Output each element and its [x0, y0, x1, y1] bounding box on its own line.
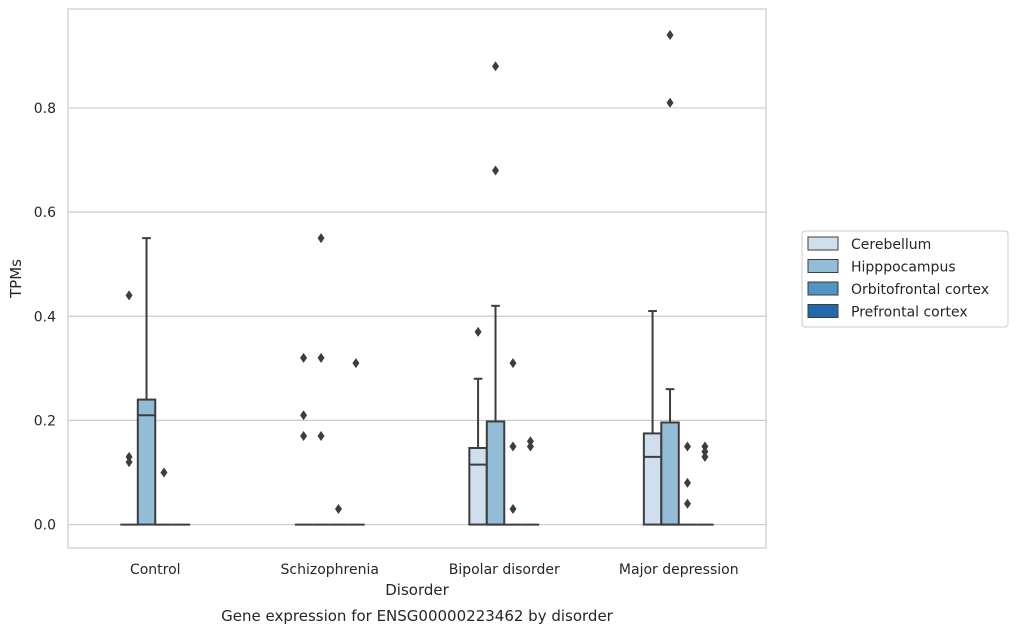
box-hipppocampus-control	[136, 237, 157, 526]
outlier-point	[125, 451, 133, 462]
y-tick-label: 0.4	[34, 309, 56, 325]
box-hipppocampus-major-depression	[660, 30, 680, 526]
y-tick-label: 0.0	[34, 518, 56, 534]
outlier-point	[509, 358, 517, 369]
box-hipppocampus-schizophrenia	[312, 233, 330, 526]
box-body	[136, 398, 157, 526]
outlier-point	[683, 498, 691, 509]
box-cerebellum-schizophrenia	[294, 352, 313, 526]
box-body	[642, 432, 663, 526]
outlier-point	[509, 441, 517, 452]
outlier-point	[701, 446, 709, 457]
axis-layer: 0.0 0.2 0.4 0.6 0.8 Control Schizophrenia Bipol…	[34, 101, 739, 578]
box-prefrontal-cortex-major-depression	[696, 441, 714, 526]
x-tick-label: Schizophrenia	[281, 562, 379, 578]
legend-label: Hipppocampus	[851, 260, 956, 276]
outlier-point	[701, 451, 709, 462]
outlier-point	[683, 441, 691, 452]
outlier-point	[160, 467, 168, 478]
legend-frame	[801, 230, 1009, 328]
box-cerebellum-bipolar-disorder	[468, 326, 488, 526]
x-tick-label: Bipolar disorder	[449, 562, 560, 578]
outlier-point	[125, 290, 133, 301]
box-prefrontal-cortex-schizophrenia	[347, 358, 365, 526]
legend-swatch	[807, 236, 839, 251]
outlier-point	[509, 503, 517, 514]
box-body	[660, 421, 680, 526]
x-tick-label: Major depression	[619, 562, 739, 578]
outlier-point	[666, 97, 674, 108]
outlier-point	[492, 61, 500, 72]
box-cerebellum-control	[120, 290, 138, 526]
outlier-point	[300, 410, 308, 421]
box-orbitofrontal-cortex-major-depression	[678, 441, 697, 526]
box-hipppocampus-bipolar-disorder	[485, 61, 506, 526]
legend-label: Orbitofrontal cortex	[851, 282, 989, 298]
box-orbitofrontal-cortex-bipolar-disorder	[504, 358, 522, 526]
outlier-point	[666, 30, 674, 41]
outlier-point	[701, 441, 709, 452]
outlier-point	[352, 358, 360, 369]
outlier-point	[334, 503, 342, 514]
box-body	[468, 447, 488, 526]
y-tick-label: 0.8	[34, 101, 56, 117]
box-cerebellum-major-depression	[642, 310, 663, 526]
chart-title: Gene expression for ENSG00000223462 by d…	[221, 607, 614, 625]
box-orbitofrontal-cortex-schizophrenia	[329, 503, 348, 526]
outlier-point	[317, 233, 325, 244]
y-tick-label: 0.6	[34, 205, 56, 221]
box-body	[485, 420, 506, 526]
outlier-point	[300, 352, 308, 363]
outlier-point	[492, 165, 500, 176]
legend-swatch	[807, 259, 839, 273]
outlier-point	[317, 431, 325, 442]
outlier-point	[526, 441, 534, 452]
outlier-point	[683, 477, 691, 488]
outlier-point	[526, 436, 534, 447]
x-tick-label: Control	[130, 562, 181, 578]
legend-label: Prefrontal cortex	[851, 305, 968, 321]
legend: Cerebellum Hipppocampus Orbitofrontal cort…	[801, 230, 1009, 328]
box-layer	[120, 30, 714, 526]
box-prefrontal-cortex-bipolar-disorder	[521, 436, 540, 526]
y-tick-label: 0.2	[34, 413, 56, 429]
outlier-point	[317, 352, 325, 363]
plot-frame	[67, 8, 767, 549]
legend-label: Cerebellum	[851, 237, 931, 253]
legend-swatch	[807, 304, 839, 318]
outlier-point	[300, 431, 308, 442]
box-orbitofrontal-cortex-control	[155, 467, 173, 526]
outlier-point	[474, 326, 482, 337]
legend-swatch	[807, 281, 839, 296]
outlier-point	[125, 457, 133, 468]
x-axis-label: Disorder	[385, 581, 449, 599]
y-axis-label: TPMs	[7, 259, 25, 299]
